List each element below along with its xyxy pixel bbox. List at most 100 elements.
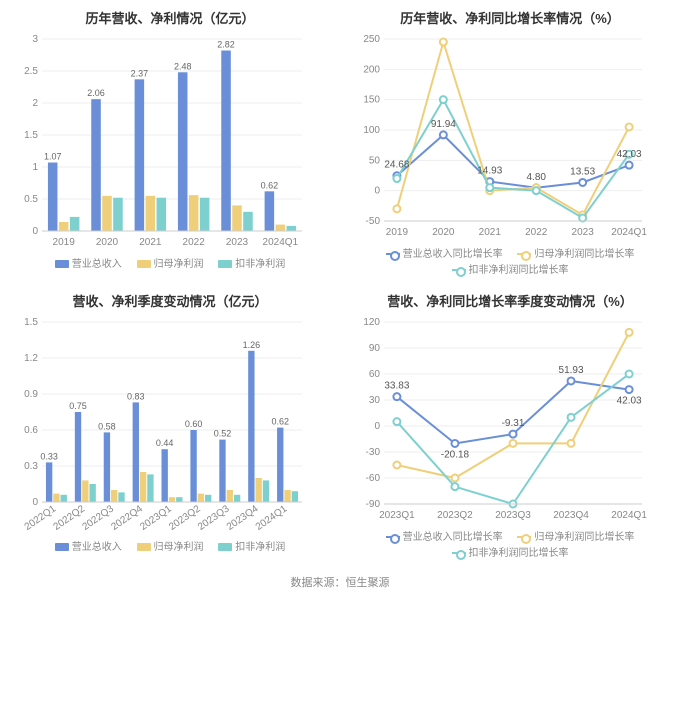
legend-label: 营业总收入 xyxy=(72,542,122,553)
svg-text:0: 0 xyxy=(32,226,38,237)
svg-text:2.06: 2.06 xyxy=(87,88,105,98)
svg-text:2022: 2022 xyxy=(183,237,206,248)
line-chart-annual: -5005010015020025024.6891.9414.934.8013.… xyxy=(350,33,670,243)
svg-text:0: 0 xyxy=(374,421,380,432)
legend-bar: 营业总收入 归母净利润 扣非净利润 xyxy=(10,257,330,273)
svg-text:0.62: 0.62 xyxy=(261,180,279,190)
legend-line: 营业总收入同比增长率 归母净利润同比增长率 扣非净利润同比增长率 xyxy=(350,247,670,279)
svg-text:2023Q2: 2023Q2 xyxy=(437,510,473,521)
svg-text:2023Q1: 2023Q1 xyxy=(379,510,415,521)
panel-top-right: 历年营收、净利同比增长率情况（%） -5005010015020025024.6… xyxy=(340,0,680,283)
svg-text:50: 50 xyxy=(369,155,381,166)
svg-text:90: 90 xyxy=(369,343,381,354)
svg-text:2019: 2019 xyxy=(386,227,409,238)
svg-text:0.6: 0.6 xyxy=(24,425,38,436)
legend-label: 归母净利润同比增长率 xyxy=(534,532,634,543)
svg-text:1.2: 1.2 xyxy=(24,353,38,364)
svg-text:33.83: 33.83 xyxy=(384,381,409,392)
bar-chart-quarterly: 0 0.3 0.6 0.9 1.2 1.5 0.33 2022Q1 0.75 2022Q2 0.58… xyxy=(10,316,330,536)
svg-text:-9.31: -9.31 xyxy=(502,418,525,429)
legend-line: 营业总收入同比增长率 归母净利润同比增长率 扣非净利润同比增长率 xyxy=(350,530,670,562)
panel-bottom-left: 营收、净利季度变动情况（亿元） 00.30.60.91.21.50.332022… xyxy=(0,283,340,566)
svg-text:2024Q1: 2024Q1 xyxy=(611,227,647,238)
svg-text:2023Q3: 2023Q3 xyxy=(495,510,531,521)
svg-text:2022: 2022 xyxy=(525,227,548,238)
svg-text:150: 150 xyxy=(363,95,380,106)
svg-text:2023Q3: 2023Q3 xyxy=(196,503,232,533)
svg-text:2024Q1: 2024Q1 xyxy=(254,503,290,533)
svg-text:13.53: 13.53 xyxy=(570,166,595,177)
panel-bottom-right: 营收、净利同比增长率季度变动情况（%） -90-60-3003060901203… xyxy=(340,283,680,566)
svg-text:2: 2 xyxy=(32,98,38,109)
svg-text:2024Q1: 2024Q1 xyxy=(263,237,299,248)
panel-top-left: 历年营收、净利情况（亿元） 00.511.522.531.0720192.062… xyxy=(0,0,340,283)
svg-text:2020: 2020 xyxy=(432,227,455,238)
svg-text:2021: 2021 xyxy=(139,237,162,248)
svg-text:2023: 2023 xyxy=(226,237,249,248)
line-chart-quarterly: -90-60-30030609012033.83-20.18-9.3151.93… xyxy=(350,316,670,526)
dashboard-grid: 历年营收、净利情况（亿元） 0 0.5 1 1.5 2 2.5 3 1.07 2019 2.06 2… xyxy=(0,0,680,566)
svg-text:1.5: 1.5 xyxy=(24,317,38,328)
legend-label: 营业总收入同比增长率 xyxy=(403,249,503,260)
svg-text:0.52: 0.52 xyxy=(214,429,232,439)
legend-label: 扣非净利润同比增长率 xyxy=(469,265,569,276)
svg-text:0.62: 0.62 xyxy=(271,417,289,427)
svg-text:-60: -60 xyxy=(366,473,381,484)
legend-label: 归母净利润 xyxy=(154,542,204,553)
svg-text:2.82: 2.82 xyxy=(217,40,235,50)
svg-text:-30: -30 xyxy=(366,447,381,458)
svg-text:100: 100 xyxy=(363,125,380,136)
svg-text:2023Q2: 2023Q2 xyxy=(167,503,203,533)
svg-text:2021: 2021 xyxy=(479,227,502,238)
legend-label: 营业总收入同比增长率 xyxy=(403,532,503,543)
svg-text:42.03: 42.03 xyxy=(617,149,642,160)
svg-text:3: 3 xyxy=(32,34,38,45)
svg-text:2.5: 2.5 xyxy=(24,66,38,77)
legend-label: 扣非净利润 xyxy=(235,542,285,553)
svg-text:0.5: 0.5 xyxy=(24,194,38,205)
svg-text:-50: -50 xyxy=(366,216,381,227)
svg-text:2024Q1: 2024Q1 xyxy=(611,510,647,521)
svg-text:24.68: 24.68 xyxy=(384,160,409,171)
svg-text:200: 200 xyxy=(363,64,380,75)
svg-text:2022Q2: 2022Q2 xyxy=(52,503,88,533)
svg-text:2022Q3: 2022Q3 xyxy=(80,503,116,533)
svg-text:2022Q4: 2022Q4 xyxy=(109,503,145,533)
svg-text:0.3: 0.3 xyxy=(24,461,38,472)
svg-text:2023Q1: 2023Q1 xyxy=(138,503,174,533)
svg-text:2023Q4: 2023Q4 xyxy=(553,510,589,521)
svg-text:0.33: 0.33 xyxy=(40,451,58,461)
svg-text:2023: 2023 xyxy=(572,227,595,238)
chart-title: 历年营收、净利同比增长率情况（%） xyxy=(350,8,670,27)
svg-text:0.60: 0.60 xyxy=(185,419,203,429)
svg-text:1.07: 1.07 xyxy=(44,152,62,162)
svg-text:0.75: 0.75 xyxy=(69,401,87,411)
svg-text:0.58: 0.58 xyxy=(98,421,116,431)
bar-chart-annual: 00.511.522.531.0720192.0620202.3720212.4… xyxy=(10,33,330,253)
legend-label: 归母净利润同比增长率 xyxy=(534,249,634,260)
legend-label: 扣非净利润同比增长率 xyxy=(469,548,569,559)
svg-text:2022Q1: 2022Q1 xyxy=(23,503,59,533)
svg-text:42.03: 42.03 xyxy=(617,396,642,407)
svg-text:250: 250 xyxy=(363,34,380,45)
chart-title: 营收、净利同比增长率季度变动情况（%） xyxy=(350,291,670,310)
svg-text:-90: -90 xyxy=(366,499,381,510)
svg-text:51.93: 51.93 xyxy=(559,365,584,376)
svg-text:60: 60 xyxy=(369,369,381,380)
svg-text:0.9: 0.9 xyxy=(24,389,38,400)
svg-text:120: 120 xyxy=(363,317,380,328)
chart-title: 历年营收、净利情况（亿元） xyxy=(10,8,330,27)
legend-label: 营业总收入 xyxy=(72,259,122,270)
svg-text:1.26: 1.26 xyxy=(243,340,261,350)
svg-text:2.48: 2.48 xyxy=(174,61,192,71)
data-source-footer: 数据来源：恒生聚源 xyxy=(0,566,680,602)
svg-text:1: 1 xyxy=(32,162,38,173)
legend-label: 扣非净利润 xyxy=(235,259,285,270)
legend-label: 归母净利润 xyxy=(154,259,204,270)
svg-text:0: 0 xyxy=(32,497,38,508)
svg-text:0.83: 0.83 xyxy=(127,391,145,401)
svg-text:2023Q4: 2023Q4 xyxy=(225,503,261,533)
svg-text:0.44: 0.44 xyxy=(156,438,174,448)
legend-bar: 营业总收入 归母净利润 扣非净利润 xyxy=(10,540,330,556)
svg-text:2.37: 2.37 xyxy=(131,68,149,78)
